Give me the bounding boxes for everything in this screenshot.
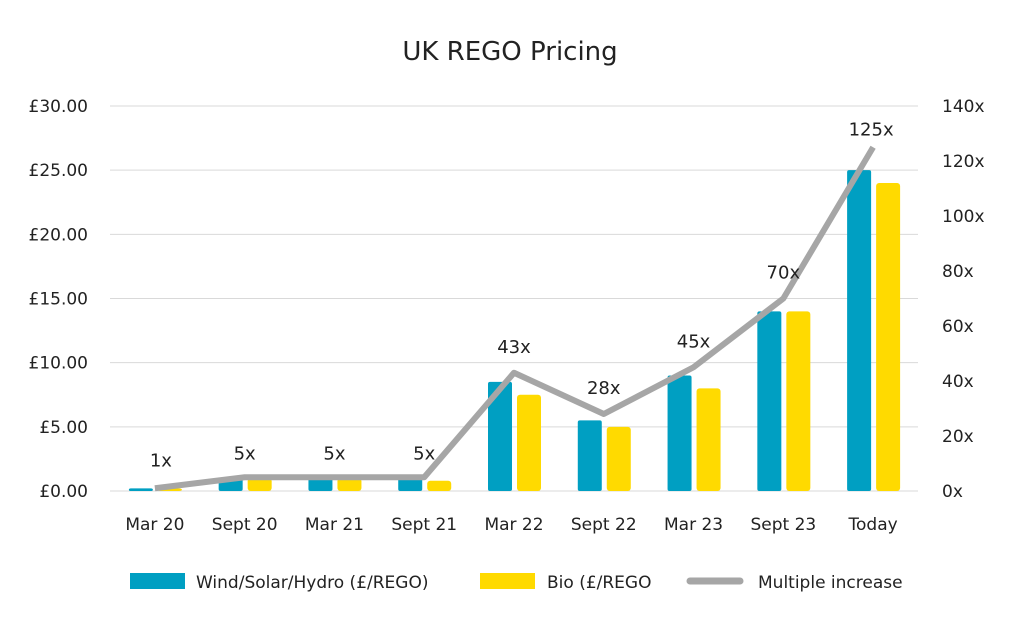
left-tick-label: £5.00 — [39, 418, 88, 438]
bio-bar — [247, 478, 272, 491]
bio-bar — [876, 183, 901, 491]
x-tick-label: Today — [848, 515, 898, 535]
multiple-increase-line — [154, 145, 876, 492]
x-tick-label: Sept 23 — [750, 515, 816, 535]
wind-bar — [667, 375, 692, 491]
x-tick-label: Mar 22 — [484, 515, 543, 535]
right-tick-label: 80x — [942, 262, 974, 282]
data-label: 43x — [497, 337, 531, 358]
data-label: 5x — [234, 443, 256, 464]
right-tick-label: 100x — [942, 207, 985, 227]
wind-bar — [577, 420, 602, 491]
bio-bar — [606, 426, 631, 491]
left-tick-label: £20.00 — [29, 225, 88, 245]
data-label: 28x — [587, 378, 621, 399]
wind-bar — [308, 478, 333, 491]
wind-bar — [398, 478, 423, 491]
left-tick-label: £25.00 — [29, 161, 88, 181]
bio-bar — [517, 394, 541, 491]
legend-swatch-bio — [480, 573, 535, 589]
data-label: 1x — [150, 450, 172, 471]
legend-label-multiple: Multiple increase — [758, 573, 903, 593]
data-label: 70x — [767, 263, 801, 284]
x-tick-label: Mar 21 — [305, 515, 364, 535]
legend-swatch-wind — [130, 573, 185, 589]
wind-bar — [488, 381, 512, 491]
left-tick-label: £10.00 — [29, 354, 88, 374]
x-tick-label: Sept 20 — [212, 515, 278, 535]
data-label: 45x — [677, 331, 711, 352]
right-tick-label: 20x — [942, 427, 974, 447]
left-tick-label: £0.00 — [39, 482, 88, 502]
bio-bar — [427, 480, 452, 491]
wind-bar — [847, 170, 872, 491]
x-tick-label: Sept 22 — [571, 515, 637, 535]
wind-bar — [128, 488, 153, 491]
left-tick-label: £30.00 — [29, 97, 88, 117]
bio-bar — [337, 478, 362, 491]
data-label: 5x — [323, 443, 345, 464]
bio-bar — [786, 311, 811, 491]
legend-label-bio: Bio (£/REGO — [547, 573, 651, 593]
chart-title: UK REGO Pricing — [402, 37, 617, 67]
right-tick-label: 0x — [942, 482, 963, 502]
x-tick-label: Mar 20 — [125, 515, 184, 535]
data-label: 5x — [413, 443, 435, 464]
legend-label-wind: Wind/Solar/Hydro (£/REGO) — [196, 573, 428, 593]
x-tick-label: Sept 21 — [391, 515, 457, 535]
right-tick-label: 60x — [942, 317, 974, 337]
bio-bar — [696, 388, 721, 491]
wind-bar — [757, 311, 782, 491]
right-tick-label: 120x — [942, 152, 985, 172]
data-label: 125x — [849, 119, 894, 140]
left-tick-label: £15.00 — [29, 290, 88, 310]
right-tick-label: 140x — [942, 97, 985, 117]
right-tick-label: 40x — [942, 372, 974, 392]
x-tick-label: Mar 23 — [664, 515, 723, 535]
